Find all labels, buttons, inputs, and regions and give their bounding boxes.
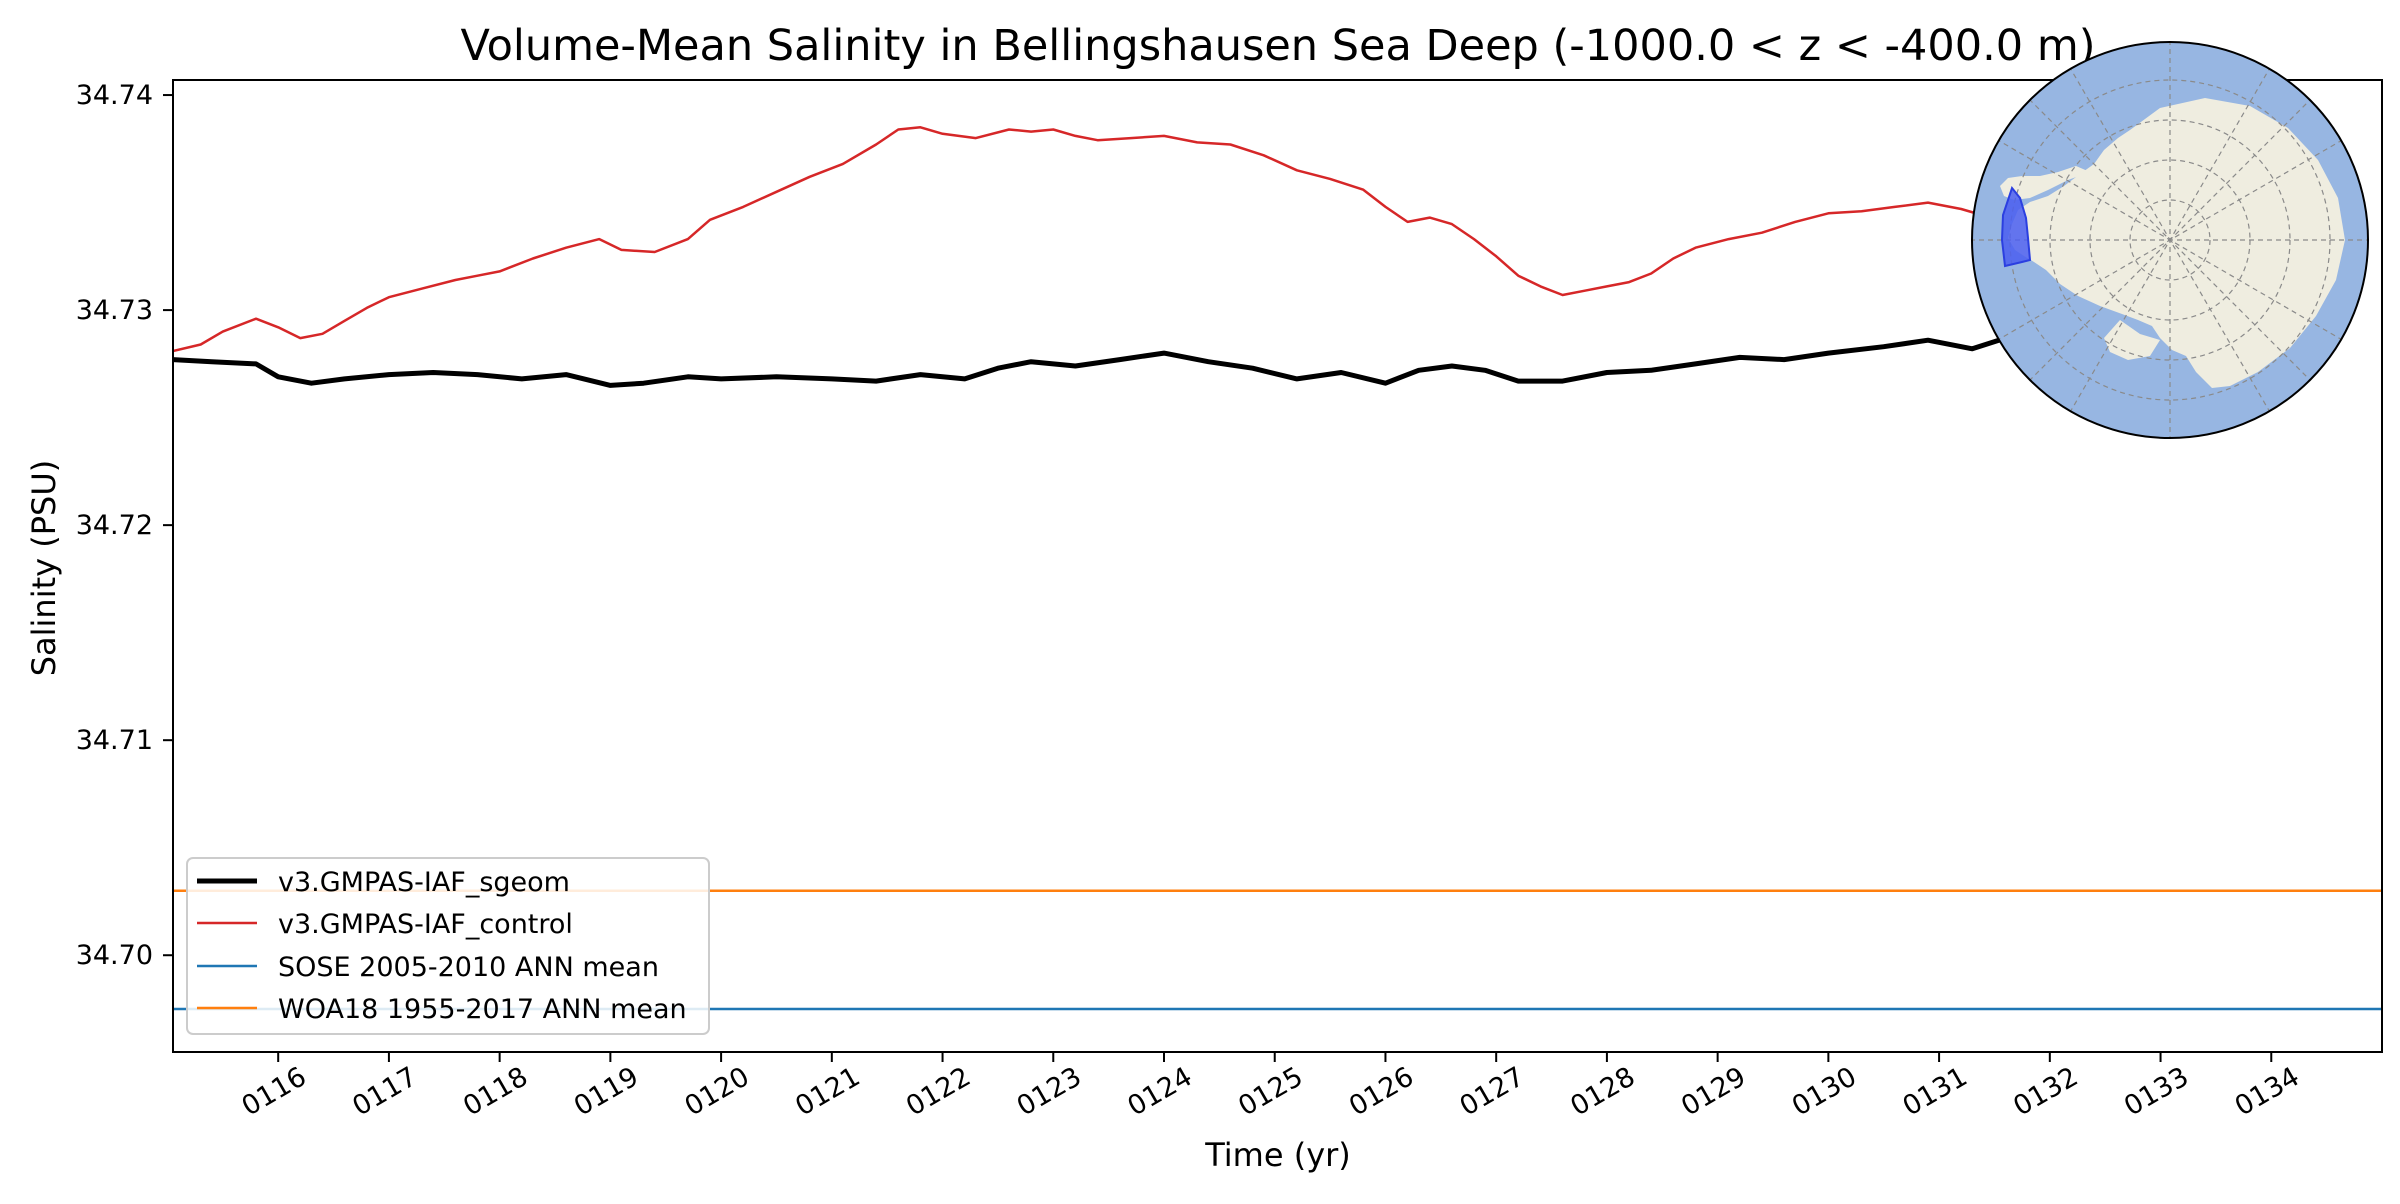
y-axis-label: Salinity (PSU) [25, 460, 63, 677]
map-antarctica-land [2008, 98, 2345, 388]
y-tick-label: 34.73 [76, 295, 153, 326]
y-tick-label: 34.70 [76, 940, 153, 971]
legend-label-sose: SOSE 2005-2010 ANN mean [278, 952, 659, 983]
x-axis-label: Time (yr) [1204, 1136, 1351, 1174]
plot-frame [172, 79, 2383, 1053]
legend-frame [186, 857, 710, 1035]
map-peninsula-land [2000, 166, 2090, 200]
y-tick-label: 34.74 [76, 80, 153, 111]
series-line-sgeom [173, 335, 2007, 388]
legend-label-woa18: WOA18 1955-2017 ANN mean [278, 994, 687, 1025]
map-region-bellingshausen [2000, 185, 2032, 268]
series-line-control [173, 126, 1984, 353]
map-frame [1971, 41, 2369, 439]
chart-title: Volume-Mean Salinity in Bellingshausen S… [461, 21, 2096, 71]
inset-map-antarctica [1971, 41, 2369, 439]
legend-label-sgeom: v3.GMPAS-IAF_sgeom [278, 867, 570, 898]
y-tick-label: 34.72 [76, 510, 153, 541]
y-tick-label: 34.71 [76, 725, 153, 756]
map-ross-shelf-land [2104, 320, 2160, 360]
legend-label-control: v3.GMPAS-IAF_control [278, 909, 573, 940]
legend: v3.GMPAS-IAF_sgeom v3.GMPAS-IAF_control … [186, 857, 710, 1035]
